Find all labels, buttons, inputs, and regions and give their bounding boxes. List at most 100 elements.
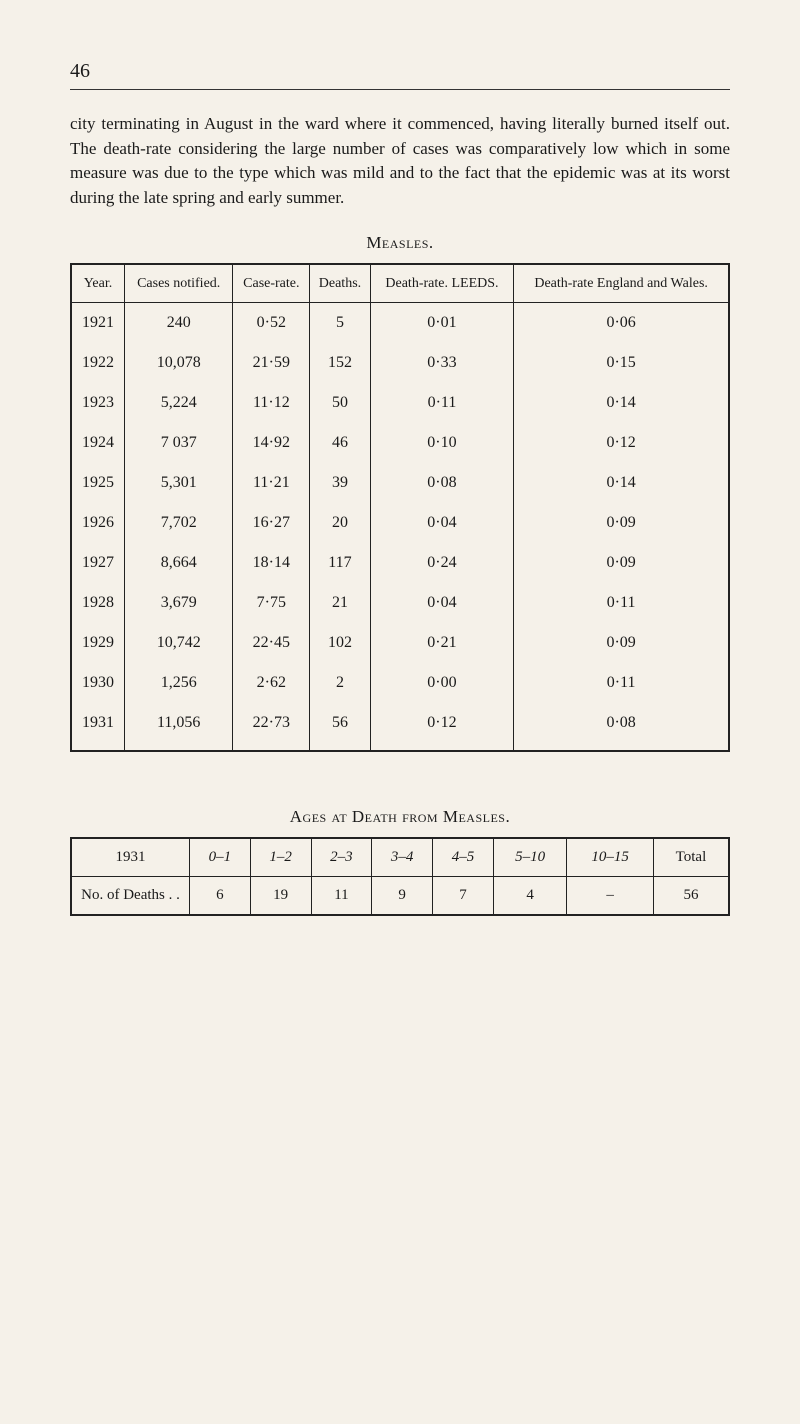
th-age-bin: 10–15 [567, 838, 653, 877]
cell-ew: 0·15 [514, 343, 729, 383]
td-row-label: No. of Deaths . . [71, 877, 190, 916]
cell-caserate: 0·52 [233, 303, 310, 344]
cell-ew: 0·09 [514, 503, 729, 543]
cell-deaths: 39 [310, 463, 370, 503]
th-total: Total [653, 838, 729, 877]
cell-caserate: 2·62 [233, 663, 310, 703]
cell-cases: 11,056 [124, 703, 232, 751]
th-1931: 1931 [71, 838, 190, 877]
td-value: 11 [311, 877, 372, 916]
cell-caserate: 21·59 [233, 343, 310, 383]
table1-header-row: Year. Cases notified. Case-rate. Deaths.… [71, 264, 729, 303]
cell-caserate: 18·14 [233, 543, 310, 583]
table-row: 19278,66418·141170·240·09 [71, 543, 729, 583]
cell-leeds: 0·04 [370, 503, 514, 543]
table-row: 19235,22411·12500·110·14 [71, 383, 729, 423]
cell-deaths: 5 [310, 303, 370, 344]
td-value: 19 [250, 877, 311, 916]
th-caserate: Case-rate. [233, 264, 310, 303]
cell-leeds: 0·08 [370, 463, 514, 503]
table-row: 19247 03714·92460·100·12 [71, 423, 729, 463]
cell-leeds: 0·21 [370, 623, 514, 663]
cell-ew: 0·09 [514, 623, 729, 663]
th-age-bin: 1–2 [250, 838, 311, 877]
cell-deaths: 56 [310, 703, 370, 751]
cell-caserate: 14·92 [233, 423, 310, 463]
cell-deaths: 20 [310, 503, 370, 543]
cell-leeds: 0·01 [370, 303, 514, 344]
cell-caserate: 11·12 [233, 383, 310, 423]
cell-cases: 7 037 [124, 423, 232, 463]
cell-deaths: 50 [310, 383, 370, 423]
th-age-bin: 2–3 [311, 838, 372, 877]
cell-year: 1926 [71, 503, 124, 543]
cell-year: 1923 [71, 383, 124, 423]
cell-ew: 0·12 [514, 423, 729, 463]
cell-year: 1924 [71, 423, 124, 463]
cell-leeds: 0·12 [370, 703, 514, 751]
table-row: 192210,07821·591520·330·15 [71, 343, 729, 383]
cell-cases: 3,679 [124, 583, 232, 623]
table-row: 193111,05622·73560·120·08 [71, 703, 729, 751]
cell-leeds: 0·24 [370, 543, 514, 583]
cell-cases: 5,224 [124, 383, 232, 423]
td-value: 7 [433, 877, 494, 916]
td-value: – [567, 877, 653, 916]
cell-ew: 0·06 [514, 303, 729, 344]
table-row: 19212400·5250·010·06 [71, 303, 729, 344]
th-ew: Death-rate England and Wales. [514, 264, 729, 303]
cell-caserate: 22·45 [233, 623, 310, 663]
cell-ew: 0·14 [514, 463, 729, 503]
cell-year: 1925 [71, 463, 124, 503]
th-age-bin: 3–4 [372, 838, 433, 877]
cell-deaths: 102 [310, 623, 370, 663]
cell-year: 1921 [71, 303, 124, 344]
cell-cases: 10,078 [124, 343, 232, 383]
cell-leeds: 0·33 [370, 343, 514, 383]
table2-data-row: No. of Deaths . . 61911974–56 [71, 877, 729, 916]
cell-caserate: 22·73 [233, 703, 310, 751]
cell-deaths: 2 [310, 663, 370, 703]
table2-caption: Ages at Death from Measles. [70, 807, 730, 827]
cell-ew: 0·09 [514, 543, 729, 583]
cell-leeds: 0·04 [370, 583, 514, 623]
table-row: 19301,2562·6220·000·11 [71, 663, 729, 703]
cell-leeds: 0·10 [370, 423, 514, 463]
table2-header-row: 1931 0–11–22–33–44–55–1010–15Total [71, 838, 729, 877]
cell-ew: 0·11 [514, 583, 729, 623]
th-deaths: Deaths. [310, 264, 370, 303]
th-age-bin: 5–10 [493, 838, 567, 877]
cell-cases: 8,664 [124, 543, 232, 583]
cell-ew: 0·11 [514, 663, 729, 703]
cell-deaths: 152 [310, 343, 370, 383]
cell-year: 1927 [71, 543, 124, 583]
cell-leeds: 0·11 [370, 383, 514, 423]
cell-deaths: 46 [310, 423, 370, 463]
table-row: 19255,30111·21390·080·14 [71, 463, 729, 503]
td-value: 4 [493, 877, 567, 916]
cell-ew: 0·08 [514, 703, 729, 751]
th-leeds: Death-rate. LEEDS. [370, 264, 514, 303]
cell-cases: 1,256 [124, 663, 232, 703]
cell-year: 1928 [71, 583, 124, 623]
cell-year: 1922 [71, 343, 124, 383]
cell-deaths: 117 [310, 543, 370, 583]
td-total: 56 [653, 877, 729, 916]
cell-cases: 10,742 [124, 623, 232, 663]
th-year: Year. [71, 264, 124, 303]
cell-leeds: 0·00 [370, 663, 514, 703]
body-paragraph: city terminating in August in the ward w… [70, 112, 730, 211]
cell-deaths: 21 [310, 583, 370, 623]
cell-year: 1930 [71, 663, 124, 703]
table1-caption: Measles. [70, 233, 730, 253]
cell-caserate: 7·75 [233, 583, 310, 623]
th-age-bin: 0–1 [190, 838, 251, 877]
cell-year: 1931 [71, 703, 124, 751]
cell-ew: 0·14 [514, 383, 729, 423]
ages-table: 1931 0–11–22–33–44–55–1010–15Total No. o… [70, 837, 730, 916]
cell-year: 1929 [71, 623, 124, 663]
table-row: 192910,74222·451020·210·09 [71, 623, 729, 663]
cell-cases: 240 [124, 303, 232, 344]
cell-cases: 5,301 [124, 463, 232, 503]
table-row: 19283,6797·75210·040·11 [71, 583, 729, 623]
